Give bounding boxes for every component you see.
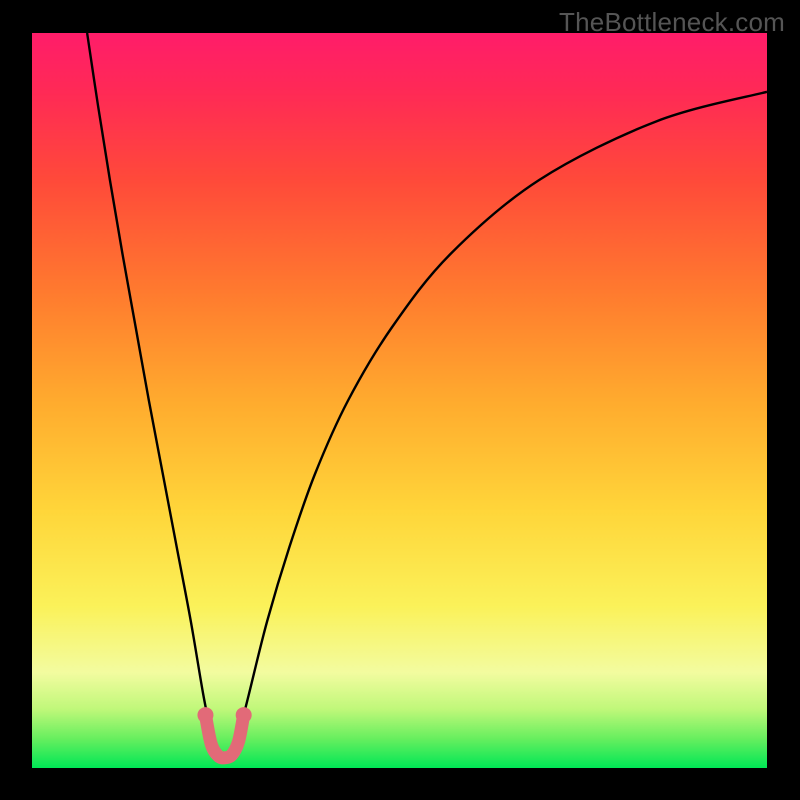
bottleneck-gradient-plot xyxy=(32,33,767,768)
watermark-text: TheBottleneck.com xyxy=(559,7,785,38)
chart-stage: TheBottleneck.com xyxy=(0,0,800,800)
